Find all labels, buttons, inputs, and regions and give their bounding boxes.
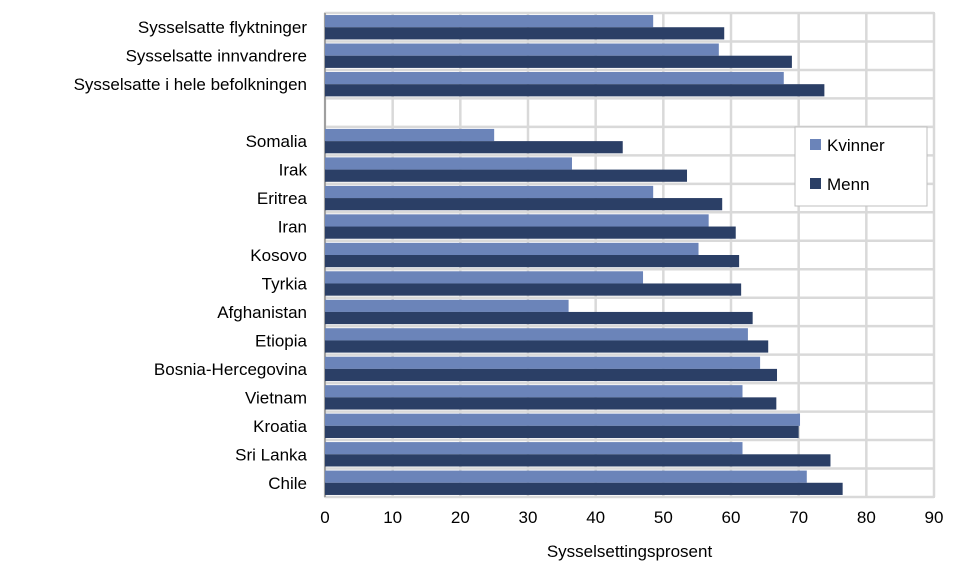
legend-label-kvinner: Kvinner	[827, 136, 885, 155]
x-tick-label-0: 0	[320, 508, 329, 527]
x-tick-label-20: 20	[451, 508, 470, 527]
bar-menn-7	[325, 226, 736, 239]
legend: Kvinner Menn	[794, 126, 928, 207]
bar-kvinner-11	[325, 328, 748, 341]
x-tick-label-60: 60	[722, 508, 741, 527]
bar-kvinner-12	[325, 356, 761, 369]
category-label-4: Somalia	[246, 132, 308, 151]
bar-menn-9	[325, 283, 742, 296]
bar-menn-0	[325, 27, 725, 40]
bar-kvinner-10	[325, 299, 569, 312]
category-label-9: Tyrkia	[262, 274, 308, 293]
x-tick-label-30: 30	[519, 508, 538, 527]
bar-menn-12	[325, 368, 778, 382]
bar-kvinner-15	[325, 442, 743, 455]
bar-menn-10	[325, 311, 753, 325]
category-label-14: Kroatia	[253, 417, 307, 436]
x-tick-label-40: 40	[586, 508, 605, 527]
category-label-5: Irak	[279, 161, 308, 180]
legend-label-menn: Menn	[827, 175, 870, 194]
bar-kvinner-13	[325, 385, 743, 398]
bar-menn-5	[325, 169, 688, 182]
bar-menn-11	[325, 340, 769, 353]
bar-kvinner-7	[325, 214, 709, 227]
bar-kvinner-6	[325, 185, 654, 199]
bar-menn-13	[325, 397, 777, 410]
category-label-16: Chile	[268, 474, 307, 493]
category-label-11: Etiopia	[255, 331, 308, 350]
legend-swatch-menn	[810, 178, 821, 189]
bars	[325, 15, 843, 495]
bar-kvinner-1	[325, 43, 719, 56]
x-tick-label-70: 70	[789, 508, 808, 527]
bar-kvinner-2	[325, 71, 784, 85]
category-label-13: Vietnam	[245, 388, 307, 407]
bar-kvinner-16	[325, 470, 807, 483]
x-tick-label-90: 90	[925, 508, 944, 527]
x-tick-label-10: 10	[383, 508, 402, 527]
category-label-8: Kosovo	[250, 246, 307, 265]
bar-menn-8	[325, 255, 740, 268]
bar-kvinner-0	[325, 15, 654, 28]
bar-menn-1	[325, 55, 792, 68]
bar-kvinner-9	[325, 271, 644, 284]
category-label-6: Eritrea	[257, 189, 308, 208]
bar-kvinner-4	[325, 128, 495, 142]
category-label-0: Sysselsatte flyktninger	[138, 18, 307, 37]
category-label-2: Sysselsatte i hele befolkningen	[74, 75, 307, 94]
bar-kvinner-5	[325, 157, 572, 170]
category-label-7: Iran	[278, 218, 307, 237]
bar-menn-2	[325, 84, 825, 97]
x-axis-title: Sysselsettingsprosent	[547, 542, 713, 561]
bar-menn-14	[325, 425, 799, 439]
category-label-15: Sri Lanka	[235, 445, 307, 464]
bar-kvinner-8	[325, 242, 699, 255]
x-tick-label-50: 50	[654, 508, 673, 527]
bar-kvinner-14	[325, 413, 801, 426]
x-tick-label-80: 80	[857, 508, 876, 527]
bar-menn-6	[325, 198, 723, 211]
bar-menn-15	[325, 454, 831, 467]
category-label-12: Bosnia-Hercegovina	[154, 360, 308, 379]
category-label-1: Sysselsatte innvandrere	[126, 47, 307, 66]
bar-menn-16	[325, 482, 843, 495]
category-label-10: Afghanistan	[217, 303, 307, 322]
legend-swatch-kvinner	[810, 139, 821, 150]
category-labels: Sysselsatte flyktninger Sysselsatte innva…	[74, 18, 308, 493]
x-tick-labels: 0 10 20 30 40 50 60 70 80 90	[320, 508, 943, 527]
bar-menn-4	[325, 141, 623, 154]
